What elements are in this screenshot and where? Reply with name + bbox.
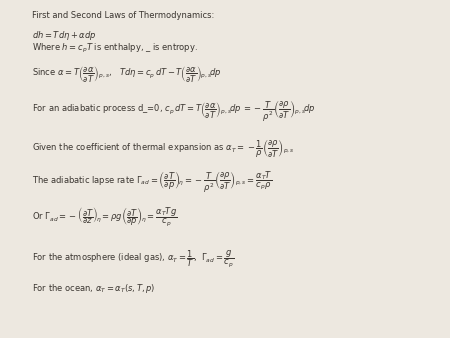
Text: Or $\Gamma_{ad} = -\left(\dfrac{\partial T}{\partial z}\right)_{\!\eta} = \rho g: Or $\Gamma_{ad} = -\left(\dfrac{\partial…: [32, 206, 177, 228]
Text: Given the coefficient of thermal expansion as $\alpha_T = -\dfrac{1}{\rho}\left(: Given the coefficient of thermal expansi…: [32, 138, 294, 160]
Text: Where $h{=}c_p T$ is enthalpy, _ is entropy.: Where $h{=}c_p T$ is enthalpy, _ is entr…: [32, 42, 198, 54]
Text: For an adiabatic process d_=0, $c_p\,dT = T\left(\dfrac{\partial\alpha}{\partial: For an adiabatic process d_=0, $c_p\,dT …: [32, 99, 315, 124]
Text: For the atmosphere (ideal gas), $\alpha_T = \dfrac{1}{T}$,  $\Gamma_{ad} = \dfra: For the atmosphere (ideal gas), $\alpha_…: [32, 248, 234, 269]
Text: The adiabatic lapse rate $\Gamma_{ad} = \left(\dfrac{\partial T}{\partial p}\rig: The adiabatic lapse rate $\Gamma_{ad} = …: [32, 170, 272, 195]
Text: Since $\alpha = T\left(\dfrac{\partial\alpha}{\partial T}\right)_{p,s}$,   $Td\e: Since $\alpha = T\left(\dfrac{\partial\a…: [32, 64, 221, 84]
Text: First and Second Laws of Thermodynamics:: First and Second Laws of Thermodynamics:: [32, 11, 214, 20]
Text: For the ocean, $\alpha_T = \alpha_T(s, T, p)$: For the ocean, $\alpha_T = \alpha_T(s, T…: [32, 283, 155, 295]
Text: $dh = Td\eta + \alpha dp$: $dh = Td\eta + \alpha dp$: [32, 29, 96, 42]
